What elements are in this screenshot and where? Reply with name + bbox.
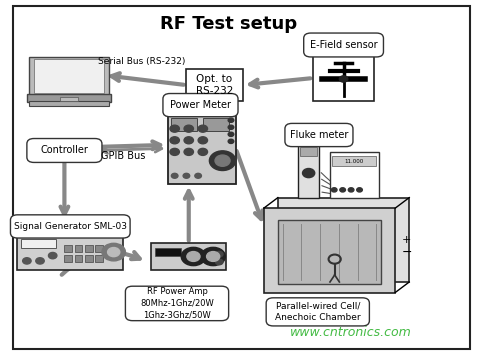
Text: RF Power Amp
80Mhz-1Ghz/20W
1Ghz-3Ghz/50W: RF Power Amp 80Mhz-1Ghz/20W 1Ghz-3Ghz/50…	[140, 287, 214, 320]
Text: Power Meter: Power Meter	[170, 100, 231, 110]
Circle shape	[209, 151, 236, 170]
Circle shape	[172, 173, 178, 178]
FancyBboxPatch shape	[278, 198, 409, 282]
Circle shape	[228, 139, 234, 143]
FancyBboxPatch shape	[96, 255, 103, 262]
Text: Opt. to
RS-232: Opt. to RS-232	[196, 74, 233, 96]
FancyBboxPatch shape	[65, 255, 72, 262]
Text: 11.000: 11.000	[345, 158, 364, 163]
FancyBboxPatch shape	[278, 221, 381, 284]
Circle shape	[36, 258, 44, 264]
Circle shape	[228, 125, 234, 130]
Circle shape	[339, 76, 348, 82]
FancyBboxPatch shape	[21, 239, 56, 248]
Text: −: −	[402, 246, 412, 259]
Text: RF Test setup: RF Test setup	[160, 14, 297, 32]
Circle shape	[216, 259, 223, 265]
Circle shape	[201, 247, 225, 266]
Circle shape	[340, 188, 346, 192]
Text: www.cntronics.com: www.cntronics.com	[290, 327, 412, 340]
Circle shape	[216, 251, 223, 257]
FancyBboxPatch shape	[125, 286, 228, 321]
FancyBboxPatch shape	[27, 94, 111, 102]
Text: Parallel-wired Cell/
Anechoic Chamber: Parallel-wired Cell/ Anechoic Chamber	[275, 301, 360, 322]
FancyBboxPatch shape	[29, 57, 109, 96]
FancyBboxPatch shape	[264, 208, 395, 293]
FancyBboxPatch shape	[29, 101, 109, 106]
Circle shape	[198, 125, 207, 132]
FancyBboxPatch shape	[266, 298, 369, 326]
Circle shape	[195, 173, 201, 178]
Circle shape	[228, 118, 234, 122]
Circle shape	[22, 258, 31, 264]
Circle shape	[215, 155, 230, 166]
FancyBboxPatch shape	[304, 33, 383, 57]
Text: Serial Bus (RS-232): Serial Bus (RS-232)	[98, 57, 185, 66]
Circle shape	[102, 243, 125, 261]
Text: +: +	[402, 235, 412, 245]
FancyBboxPatch shape	[172, 119, 197, 131]
Text: GPIB Bus: GPIB Bus	[101, 151, 145, 161]
FancyBboxPatch shape	[151, 243, 226, 270]
Circle shape	[48, 252, 57, 259]
FancyBboxPatch shape	[75, 245, 82, 252]
Circle shape	[170, 125, 179, 132]
FancyBboxPatch shape	[329, 152, 379, 198]
Circle shape	[357, 188, 362, 192]
FancyBboxPatch shape	[155, 248, 181, 256]
FancyBboxPatch shape	[285, 124, 353, 146]
FancyBboxPatch shape	[18, 234, 123, 270]
FancyBboxPatch shape	[168, 113, 236, 184]
FancyBboxPatch shape	[298, 143, 319, 198]
FancyBboxPatch shape	[186, 69, 243, 101]
FancyBboxPatch shape	[75, 255, 82, 262]
Circle shape	[181, 247, 206, 266]
FancyBboxPatch shape	[85, 245, 93, 252]
Circle shape	[170, 137, 179, 144]
Circle shape	[303, 168, 315, 178]
FancyBboxPatch shape	[13, 6, 470, 349]
FancyBboxPatch shape	[203, 119, 228, 131]
FancyBboxPatch shape	[96, 245, 103, 252]
FancyBboxPatch shape	[65, 245, 72, 252]
Text: E-Field sensor: E-Field sensor	[310, 40, 378, 50]
Circle shape	[170, 148, 179, 155]
FancyBboxPatch shape	[300, 146, 317, 156]
FancyBboxPatch shape	[60, 97, 78, 101]
Circle shape	[184, 137, 194, 144]
Circle shape	[331, 188, 337, 192]
FancyBboxPatch shape	[85, 255, 93, 262]
Text: Signal Generator SML-03: Signal Generator SML-03	[14, 222, 127, 231]
FancyBboxPatch shape	[313, 55, 374, 101]
Circle shape	[184, 125, 194, 132]
Text: Controller: Controller	[41, 145, 88, 155]
Circle shape	[348, 188, 354, 192]
Circle shape	[228, 132, 234, 136]
FancyBboxPatch shape	[27, 138, 102, 162]
FancyBboxPatch shape	[332, 156, 377, 166]
FancyBboxPatch shape	[34, 60, 104, 93]
FancyBboxPatch shape	[11, 215, 130, 238]
FancyBboxPatch shape	[163, 94, 238, 117]
Circle shape	[198, 137, 207, 144]
Circle shape	[198, 148, 207, 155]
Circle shape	[184, 148, 194, 155]
Circle shape	[183, 173, 190, 178]
Text: Fluke meter: Fluke meter	[290, 130, 348, 140]
Circle shape	[206, 252, 220, 262]
Circle shape	[187, 252, 200, 262]
Circle shape	[108, 247, 120, 257]
